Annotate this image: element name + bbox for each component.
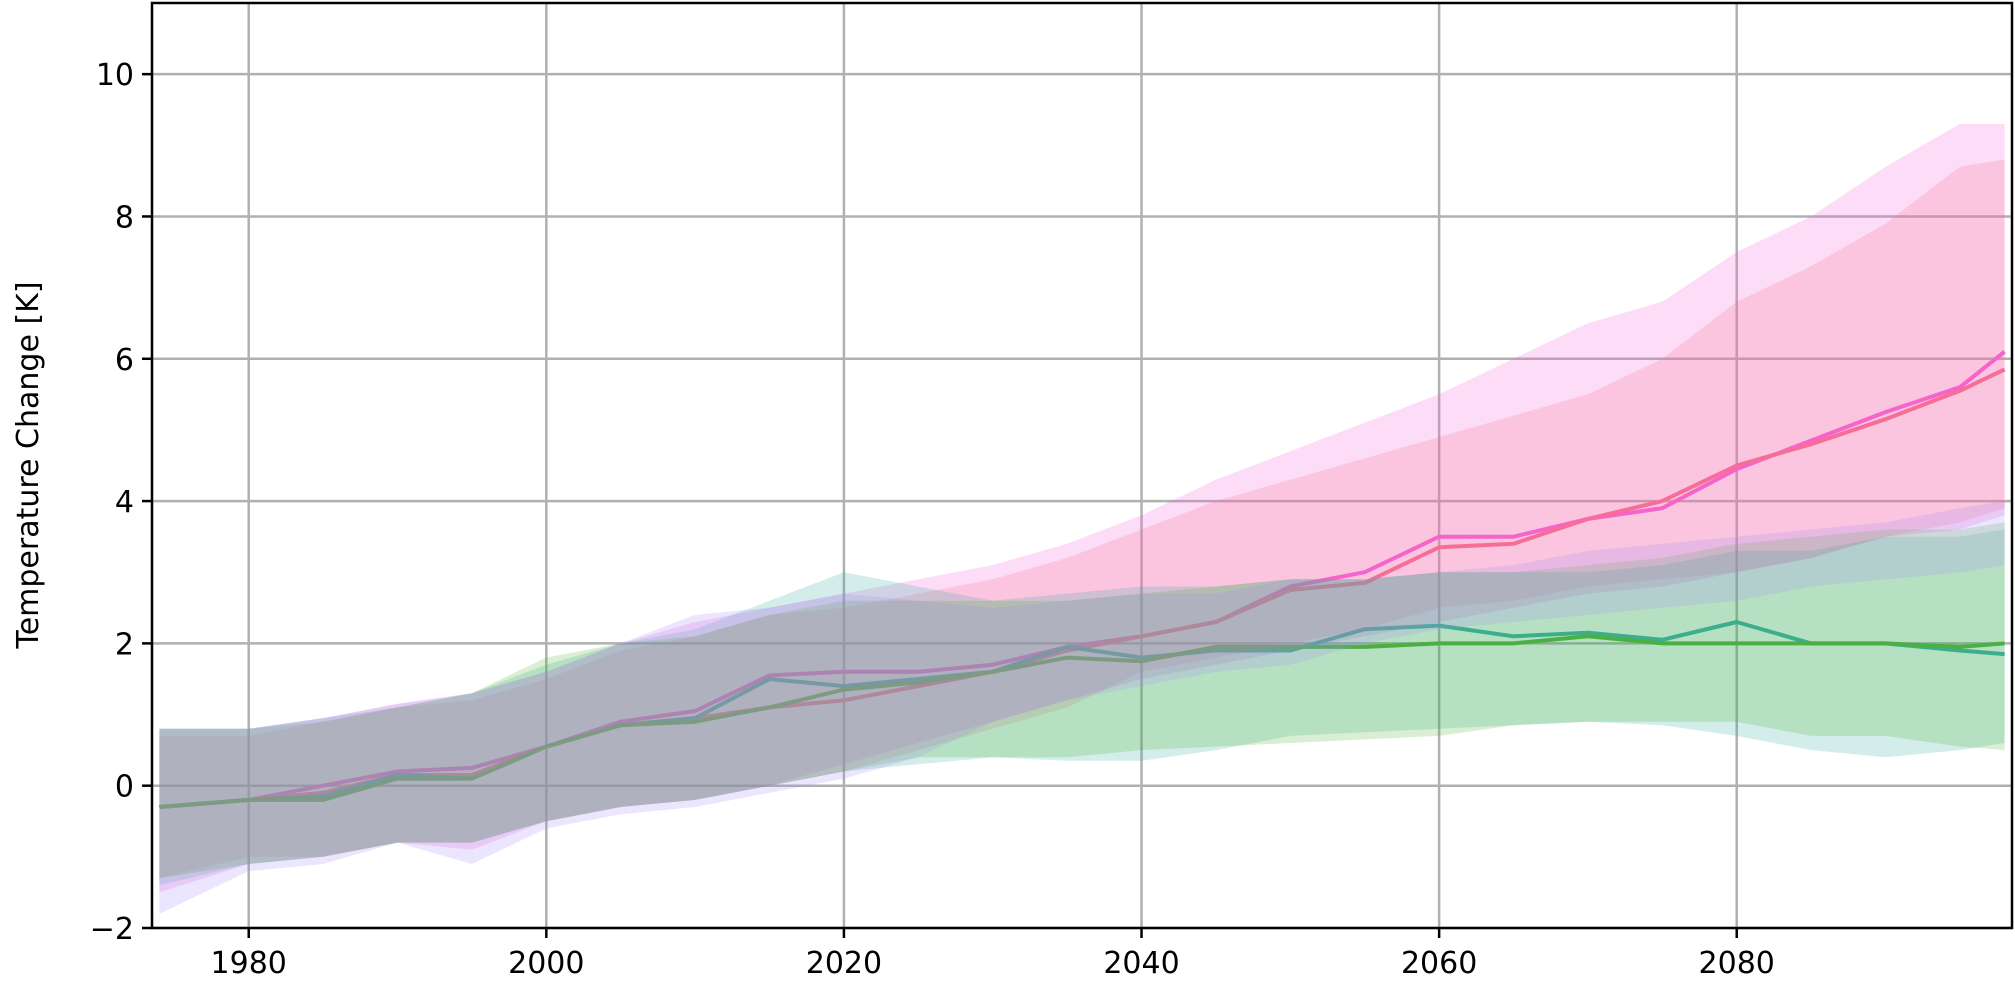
y-tick-label: 6 xyxy=(115,343,134,378)
y-tick-label: 0 xyxy=(115,770,134,805)
x-tick-label: 2060 xyxy=(1401,946,1477,981)
series-lines xyxy=(159,350,2006,809)
x-tick-label: 1980 xyxy=(211,946,287,981)
y-tick-label: 4 xyxy=(115,485,134,520)
uncertainty-band-3 xyxy=(159,529,2005,886)
uncertainty-band-5 xyxy=(159,501,2005,914)
plot-frame xyxy=(150,1,2014,930)
y-tick-label: −2 xyxy=(90,912,134,947)
axis-ticks: 1980 2000 2020 2040 2060 2080 −2 0 2 4 6 8 10 xyxy=(90,58,1775,981)
x-tick-label: 2040 xyxy=(1103,946,1179,981)
series-line-4 xyxy=(159,634,2005,809)
y-tick-label: 10 xyxy=(96,58,134,93)
uncertainty-band-4 xyxy=(159,522,2005,879)
uncertainty-bands xyxy=(159,124,2005,914)
series-line-2 xyxy=(159,367,2006,809)
y-tick-label: 8 xyxy=(115,200,134,235)
y-tick-label: 2 xyxy=(115,627,134,662)
uncertainty-band-1 xyxy=(159,124,2005,893)
uncertainty-band-2 xyxy=(159,159,2005,879)
x-tick-label: 2000 xyxy=(508,946,584,981)
y-axis-label: Temperature Change [K] xyxy=(11,281,46,649)
x-tick-label: 2020 xyxy=(806,946,882,981)
x-tick-label: 2080 xyxy=(1699,946,1775,981)
